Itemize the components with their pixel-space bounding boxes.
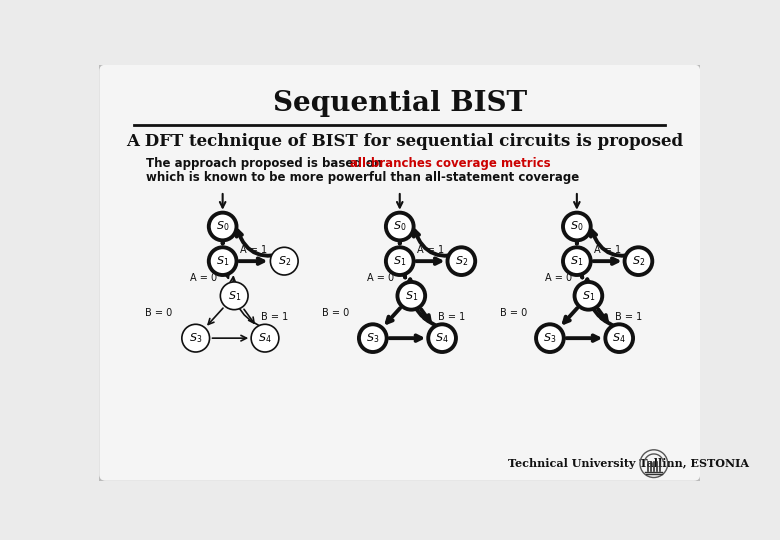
FancyArrowPatch shape (244, 309, 254, 323)
Text: $S_3$: $S_3$ (366, 331, 379, 345)
FancyArrowPatch shape (239, 258, 264, 264)
Circle shape (359, 325, 387, 352)
Circle shape (271, 247, 298, 275)
Text: Technical University Tallinn, ESTONIA: Technical University Tallinn, ESTONIA (508, 458, 749, 469)
Text: $S_1$: $S_1$ (582, 289, 595, 303)
Text: The approach proposed is based on: The approach proposed is based on (146, 157, 386, 170)
FancyArrowPatch shape (591, 231, 644, 256)
Circle shape (182, 325, 210, 352)
Circle shape (428, 325, 456, 352)
Text: B = 1: B = 1 (438, 312, 466, 322)
Text: A DFT technique of BIST for sequential circuits is proposed: A DFT technique of BIST for sequential c… (126, 133, 683, 150)
Text: $S_1$: $S_1$ (216, 254, 229, 268)
Text: $S_0$: $S_0$ (216, 220, 229, 233)
FancyArrowPatch shape (598, 309, 607, 321)
Circle shape (563, 213, 590, 240)
FancyArrowPatch shape (421, 309, 430, 321)
Circle shape (563, 247, 590, 275)
Text: $S_2$: $S_2$ (278, 254, 291, 268)
FancyBboxPatch shape (98, 63, 701, 482)
FancyArrowPatch shape (577, 270, 583, 278)
Text: A = 0: A = 0 (544, 273, 572, 284)
Text: $S_4$: $S_4$ (258, 331, 271, 345)
Text: $S_0$: $S_0$ (393, 220, 406, 233)
Text: Sequential BIST: Sequential BIST (273, 90, 526, 117)
Circle shape (625, 247, 652, 275)
Text: $S_2$: $S_2$ (632, 254, 645, 268)
FancyArrowPatch shape (224, 272, 229, 278)
Text: A = 1: A = 1 (240, 245, 267, 255)
Text: B = 0: B = 0 (145, 308, 172, 318)
Circle shape (605, 325, 633, 352)
Circle shape (398, 282, 425, 309)
FancyArrowPatch shape (397, 234, 402, 243)
Text: $S_3$: $S_3$ (189, 331, 202, 345)
Text: $S_1$: $S_1$ (228, 289, 241, 303)
FancyArrowPatch shape (400, 270, 406, 278)
Text: B = 0: B = 0 (499, 308, 526, 318)
Text: all-branches coverage metrics: all-branches coverage metrics (350, 157, 551, 170)
FancyArrowPatch shape (413, 231, 467, 256)
Circle shape (209, 247, 236, 275)
FancyArrowPatch shape (389, 335, 421, 341)
Text: B = 1: B = 1 (261, 312, 289, 322)
Text: $S_3$: $S_3$ (543, 331, 557, 345)
Circle shape (251, 325, 279, 352)
FancyArrowPatch shape (417, 258, 441, 264)
Circle shape (536, 325, 564, 352)
Text: which is known to be more powerful than all-statement coverage: which is known to be more powerful than … (146, 172, 579, 185)
FancyArrowPatch shape (387, 308, 400, 322)
Text: A = 1: A = 1 (594, 245, 621, 255)
Text: A = 0: A = 0 (367, 273, 395, 284)
FancyArrowPatch shape (212, 335, 246, 341)
FancyArrowPatch shape (594, 258, 618, 264)
Text: $S_1$: $S_1$ (405, 289, 418, 303)
Circle shape (209, 213, 236, 240)
Text: B = 0: B = 0 (322, 308, 349, 318)
Circle shape (448, 247, 475, 275)
FancyArrowPatch shape (564, 308, 577, 322)
FancyArrowPatch shape (407, 279, 451, 330)
FancyArrowPatch shape (230, 277, 273, 330)
Text: $S_4$: $S_4$ (612, 331, 626, 345)
Text: $S_1$: $S_1$ (393, 254, 406, 268)
Text: $S_1$: $S_1$ (570, 254, 583, 268)
Circle shape (575, 282, 602, 309)
FancyArrowPatch shape (574, 234, 580, 243)
FancyArrowPatch shape (236, 231, 290, 256)
FancyArrowPatch shape (584, 279, 628, 330)
Text: $S_4$: $S_4$ (435, 331, 449, 345)
Text: A = 0: A = 0 (190, 273, 218, 284)
FancyArrowPatch shape (566, 335, 598, 341)
Text: A = 1: A = 1 (417, 245, 444, 255)
FancyArrowPatch shape (220, 234, 225, 243)
Text: $S_2$: $S_2$ (455, 254, 468, 268)
Circle shape (220, 282, 248, 309)
Circle shape (386, 247, 413, 275)
FancyArrowPatch shape (208, 308, 223, 325)
Text: B = 1: B = 1 (615, 312, 643, 322)
Circle shape (386, 213, 413, 240)
Text: $S_0$: $S_0$ (570, 220, 583, 233)
